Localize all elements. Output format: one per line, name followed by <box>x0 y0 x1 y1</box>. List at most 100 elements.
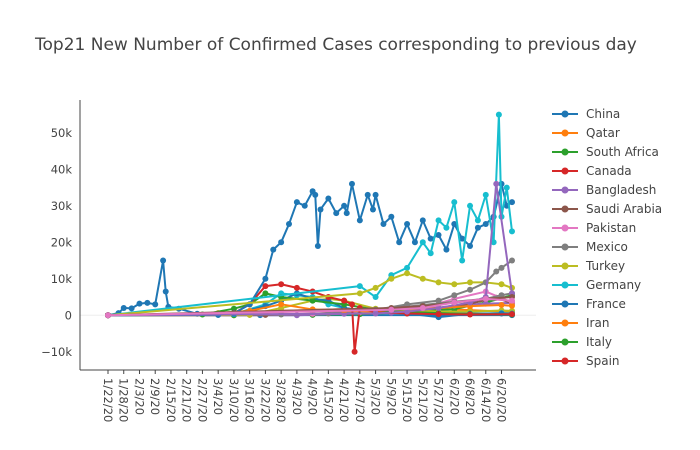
data-point <box>160 257 167 264</box>
data-point <box>509 311 515 318</box>
data-point <box>270 246 277 253</box>
x-tick-label: 4/15/20 <box>321 378 335 422</box>
data-point <box>467 202 474 209</box>
legend-swatch-marker <box>561 300 569 308</box>
data-point <box>351 348 358 355</box>
legend-item-china[interactable]: China <box>552 107 620 121</box>
x-tick-label: 5/21/20 <box>416 378 430 422</box>
legend-label: Bangladesh <box>586 183 656 197</box>
legend-swatch-marker <box>561 205 569 213</box>
legend-item-saudi-arabia[interactable]: Saudi Arabia <box>552 202 662 216</box>
data-point <box>495 111 502 118</box>
data-point <box>152 301 159 308</box>
data-point <box>482 191 489 198</box>
x-tick-label: 5/15/20 <box>400 378 414 422</box>
data-point <box>509 297 515 304</box>
data-point <box>467 279 474 286</box>
data-point <box>419 275 426 282</box>
data-point <box>317 206 324 213</box>
legend-item-italy[interactable]: Italy <box>552 335 612 349</box>
data-point <box>120 304 127 311</box>
legend-swatch-marker <box>561 129 569 137</box>
data-point <box>451 221 458 228</box>
x-tick-label: 3/10/20 <box>227 378 241 422</box>
legend-swatch-marker <box>561 110 569 118</box>
axes <box>79 100 536 371</box>
data-point <box>451 292 458 299</box>
data-point <box>411 239 418 246</box>
x-tick-label: 4/3/20 <box>290 378 304 415</box>
x-tick-label: 2/3/20 <box>132 378 146 415</box>
x-tick-label: 4/27/20 <box>353 378 367 422</box>
x-tick-label: 2/21/20 <box>180 378 194 422</box>
x-tick-label: 4/21/20 <box>337 378 351 422</box>
data-point <box>312 191 319 198</box>
data-point <box>348 301 355 308</box>
x-tick-label: 3/16/20 <box>243 378 257 422</box>
data-point <box>356 217 363 224</box>
data-point <box>278 281 285 288</box>
data-point <box>404 270 411 277</box>
legend-item-canada[interactable]: Canada <box>552 164 632 178</box>
legend-swatch-marker <box>561 281 569 289</box>
data-point <box>136 300 143 307</box>
legend-label: Iran <box>586 316 609 330</box>
x-tick-label: 1/22/20 <box>101 378 115 422</box>
series-line <box>107 113 513 317</box>
data-point <box>404 221 411 228</box>
legend-item-mexico[interactable]: Mexico <box>552 240 628 254</box>
x-tick-label: 2/15/20 <box>164 378 178 422</box>
data-point <box>498 302 505 309</box>
legend-item-spain[interactable]: Spain <box>552 354 620 368</box>
data-point <box>467 286 474 293</box>
chart-title: Top21 New Number of Confirmed Cases corr… <box>34 35 637 55</box>
data-point <box>388 275 395 282</box>
legend-item-turkey[interactable]: Turkey <box>552 259 625 273</box>
data-point <box>262 275 269 282</box>
legend-label: France <box>586 297 626 311</box>
x-tick-label: 1/28/20 <box>117 378 131 422</box>
data-point <box>419 304 426 311</box>
legend-swatch-marker <box>561 186 569 194</box>
legend-item-pakistan[interactable]: Pakistan <box>552 221 636 235</box>
legend-item-france[interactable]: France <box>552 297 626 311</box>
data-point <box>419 239 426 246</box>
data-point <box>380 221 387 228</box>
y-tick-label: 40k <box>51 162 73 176</box>
data-point <box>396 239 403 246</box>
data-point <box>341 297 348 304</box>
legend-item-germany[interactable]: Germany <box>552 278 641 292</box>
data-point <box>404 264 411 271</box>
data-point <box>427 235 434 242</box>
x-tick-label: 6/14/20 <box>479 378 493 422</box>
legend-swatch-marker <box>561 338 569 346</box>
data-point <box>459 257 466 264</box>
x-tick-label: 5/27/20 <box>432 378 446 422</box>
data-point <box>451 299 458 306</box>
data-point <box>314 242 321 249</box>
series-unlabeled-20 <box>105 295 515 319</box>
data-point <box>443 246 450 253</box>
y-tick-label: 20k <box>51 235 73 249</box>
legend-item-bangladesh[interactable]: Bangladesh <box>552 183 656 197</box>
data-point <box>105 312 111 319</box>
legend-label: Canada <box>586 164 632 178</box>
x-tick-label: 6/20/20 <box>495 378 509 422</box>
data-point <box>230 305 237 312</box>
x-tick-label: 3/28/20 <box>274 378 288 422</box>
data-point <box>162 288 169 295</box>
data-point <box>128 305 135 312</box>
data-point <box>509 199 515 206</box>
y-ticks: −10k 0 10k 20k 30k 40k 50k <box>41 126 72 359</box>
data-point <box>498 281 505 288</box>
legend-item-south-africa[interactable]: South Africa <box>552 145 659 159</box>
data-point <box>509 257 515 264</box>
data-point <box>451 281 458 288</box>
legend-item-qatar[interactable]: Qatar <box>552 126 620 140</box>
legend-item-iran[interactable]: Iran <box>552 316 609 330</box>
data-point <box>278 301 285 308</box>
y-tick-label: −10k <box>41 345 72 359</box>
y-tick-label: 30k <box>51 199 73 213</box>
legend-label: Qatar <box>586 126 620 140</box>
